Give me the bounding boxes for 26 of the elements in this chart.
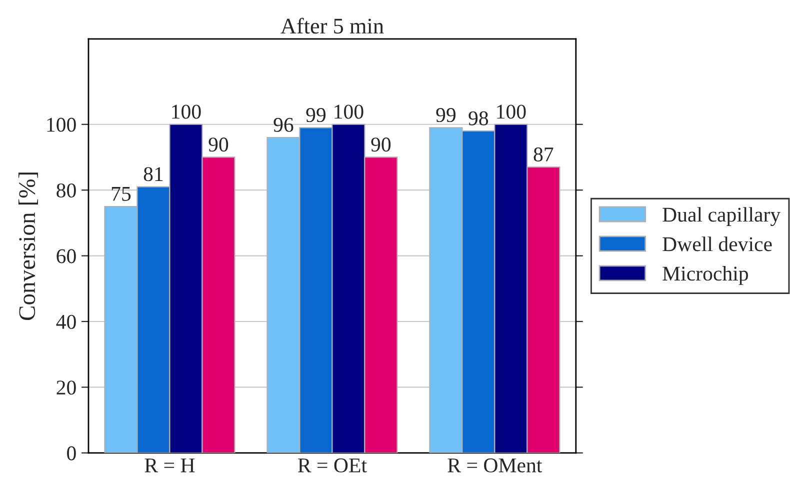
legend-label: Microchip — [662, 266, 748, 285]
y-axis-title: Conversion [%] — [18, 172, 38, 320]
x-tick-label: R = H — [144, 458, 195, 472]
y-tick-label: 0 — [67, 446, 76, 460]
y-tick-label: 60 — [56, 249, 76, 264]
data-label: 100 — [334, 104, 364, 119]
data-label: 81 — [144, 167, 163, 182]
data-label: 90 — [371, 138, 391, 152]
legend-label: Dwell device — [662, 236, 772, 252]
data-label: 75 — [112, 187, 131, 201]
data-label: 99 — [306, 108, 326, 122]
data-label: 87 — [534, 147, 554, 162]
chart-title: After 5 min — [280, 18, 384, 34]
y-tick-label: 40 — [56, 314, 76, 329]
x-tick-label: R = OMent — [448, 458, 542, 472]
x-tick-label: R = OEt — [298, 458, 367, 472]
y-tick-label: 20 — [56, 380, 76, 395]
data-label: 96 — [274, 118, 294, 132]
data-label: 100 — [172, 104, 201, 119]
data-label: 98 — [468, 111, 488, 126]
y-tick-label: 80 — [56, 183, 76, 198]
data-label: 100 — [497, 104, 526, 119]
data-label: 99 — [436, 108, 456, 122]
data-label: 90 — [208, 138, 228, 152]
legend-label: Dual capillary — [662, 207, 781, 226]
y-tick-label: 100 — [47, 118, 76, 132]
